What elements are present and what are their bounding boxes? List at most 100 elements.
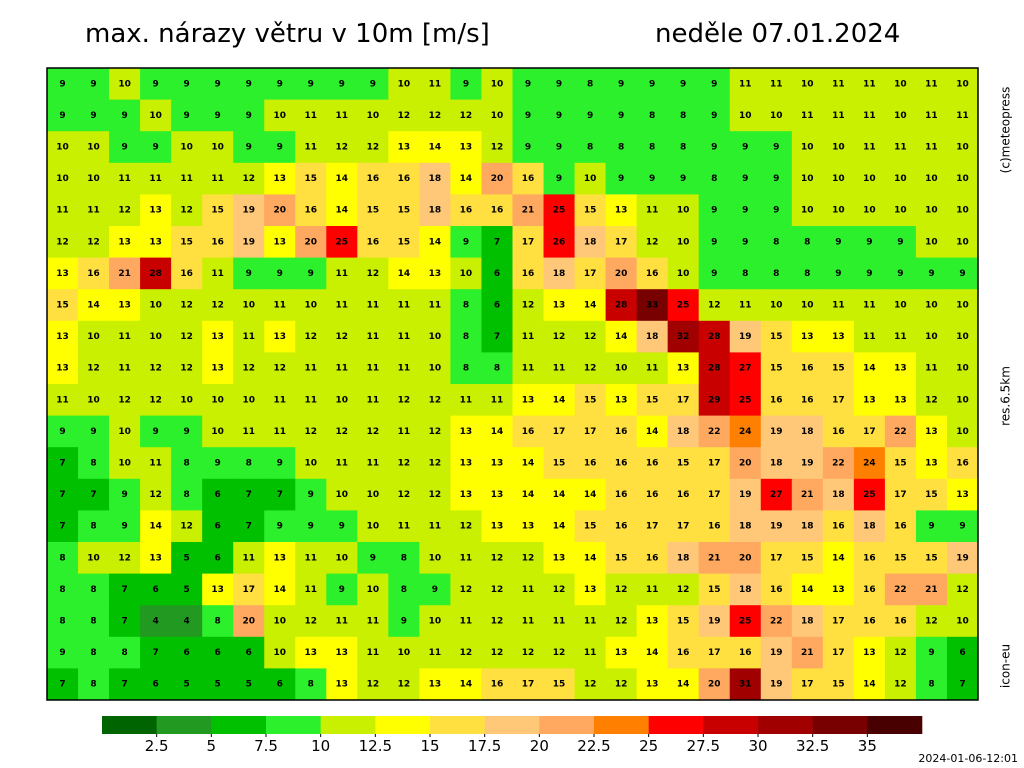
wind-value: 6 bbox=[184, 648, 190, 658]
wind-cell bbox=[543, 257, 576, 290]
wind-cell bbox=[605, 605, 638, 638]
wind-value: 11 bbox=[273, 301, 286, 311]
wind-cell bbox=[109, 131, 141, 164]
wind-cell bbox=[512, 194, 545, 227]
wind-cell bbox=[822, 194, 855, 227]
wind-cell bbox=[946, 320, 979, 353]
wind-value: 13 bbox=[460, 459, 473, 469]
wind-cell bbox=[233, 668, 265, 701]
wind-value: 16 bbox=[863, 585, 876, 595]
wind-cell bbox=[295, 542, 327, 575]
wind-cell bbox=[171, 478, 203, 511]
legend-tick-label: 30 bbox=[748, 737, 767, 755]
wind-cell bbox=[822, 131, 855, 164]
wind-cell bbox=[667, 352, 700, 385]
wind-cell bbox=[729, 194, 762, 227]
wind-value: 9 bbox=[525, 111, 531, 121]
wind-value: 10 bbox=[87, 332, 100, 342]
wind-cell bbox=[140, 510, 172, 543]
wind-cell bbox=[760, 68, 793, 101]
wind-value: 10 bbox=[956, 427, 969, 437]
wind-cell bbox=[295, 320, 327, 353]
wind-cell bbox=[171, 162, 203, 195]
wind-cell bbox=[233, 320, 265, 353]
wind-value: 18 bbox=[677, 553, 690, 563]
wind-value: 7 bbox=[121, 680, 127, 690]
wind-value: 10 bbox=[56, 143, 69, 153]
wind-cell bbox=[512, 605, 545, 638]
wind-cell bbox=[822, 573, 855, 606]
wind-cell bbox=[481, 605, 513, 638]
wind-value: 6 bbox=[215, 490, 221, 500]
wind-value: 6 bbox=[277, 680, 283, 690]
wind-cell bbox=[295, 573, 327, 606]
wind-cell bbox=[78, 478, 110, 511]
wind-value: 8 bbox=[215, 617, 221, 627]
wind-cell bbox=[605, 68, 638, 101]
wind-value: 11 bbox=[305, 395, 318, 405]
wind-value: 17 bbox=[242, 585, 255, 595]
wind-cell bbox=[202, 510, 234, 543]
wind-value: 17 bbox=[584, 427, 597, 437]
wind-cell bbox=[78, 99, 110, 132]
wind-value: 9 bbox=[152, 79, 158, 89]
wind-cell bbox=[78, 131, 110, 164]
wind-cell bbox=[946, 668, 979, 701]
wind-cell bbox=[47, 131, 79, 164]
legend-tick-label: 17.5 bbox=[468, 737, 501, 755]
wind-value: 11 bbox=[367, 332, 380, 342]
wind-value: 8 bbox=[773, 269, 779, 279]
wind-cell bbox=[512, 447, 545, 480]
wind-cell bbox=[202, 99, 234, 132]
wind-cell bbox=[140, 194, 172, 227]
wind-value: 10 bbox=[956, 364, 969, 374]
wind-cell bbox=[202, 605, 234, 638]
wind-cell bbox=[481, 447, 513, 480]
wind-value: 13 bbox=[553, 553, 566, 563]
wind-cell bbox=[202, 668, 234, 701]
wind-cell bbox=[233, 478, 265, 511]
wind-value: 11 bbox=[739, 79, 752, 89]
wind-cell bbox=[760, 289, 793, 322]
wind-cell bbox=[729, 289, 762, 322]
wind-value: 12 bbox=[180, 301, 193, 311]
wind-value: 9 bbox=[308, 79, 314, 89]
wind-cell bbox=[357, 636, 389, 669]
wind-value: 9 bbox=[246, 79, 252, 89]
wind-value: 18 bbox=[801, 617, 814, 627]
legend-tick-label: 10 bbox=[311, 737, 330, 755]
wind-value: 15 bbox=[305, 174, 318, 184]
wind-value: 7 bbox=[494, 332, 500, 342]
wind-cell bbox=[512, 320, 545, 353]
wind-cell bbox=[853, 542, 886, 575]
wind-value: 8 bbox=[246, 459, 252, 469]
wind-value: 13 bbox=[522, 522, 535, 532]
wind-grid: 9 9 10 9 9 9 9 9 9 9 9 10 11 9 10 9 9 8 9 9 9 9 11 11 10 11 11 10 11… bbox=[47, 68, 979, 701]
wind-value: 16 bbox=[770, 585, 783, 595]
wind-cell bbox=[450, 542, 482, 575]
wind-value: 10 bbox=[956, 237, 969, 247]
wind-value: 11 bbox=[398, 364, 411, 374]
wind-value: 10 bbox=[956, 143, 969, 153]
wind-cell bbox=[760, 99, 793, 132]
wind-cell bbox=[481, 194, 513, 227]
wind-value: 9 bbox=[246, 111, 252, 121]
wind-value: 21 bbox=[925, 585, 938, 595]
wind-cell bbox=[915, 68, 948, 101]
wind-cell bbox=[698, 447, 731, 480]
wind-value: 21 bbox=[801, 648, 814, 658]
wind-value: 10 bbox=[770, 111, 783, 121]
wind-value: 11 bbox=[863, 143, 876, 153]
wind-value: 11 bbox=[242, 427, 255, 437]
wind-cell bbox=[171, 68, 203, 101]
wind-cell bbox=[171, 99, 203, 132]
wind-cell bbox=[419, 542, 451, 575]
wind-cell bbox=[109, 447, 141, 480]
wind-value: 11 bbox=[460, 553, 473, 563]
wind-cell bbox=[853, 573, 886, 606]
wind-cell bbox=[822, 668, 855, 701]
wind-value: 9 bbox=[308, 269, 314, 279]
wind-cell bbox=[884, 194, 917, 227]
legend-swatch bbox=[594, 716, 649, 734]
wind-value: 12 bbox=[522, 648, 535, 658]
